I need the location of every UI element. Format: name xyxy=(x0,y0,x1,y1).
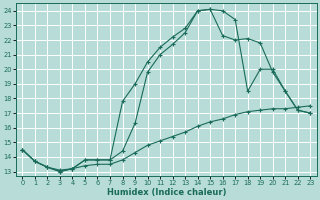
X-axis label: Humidex (Indice chaleur): Humidex (Indice chaleur) xyxy=(107,188,226,197)
